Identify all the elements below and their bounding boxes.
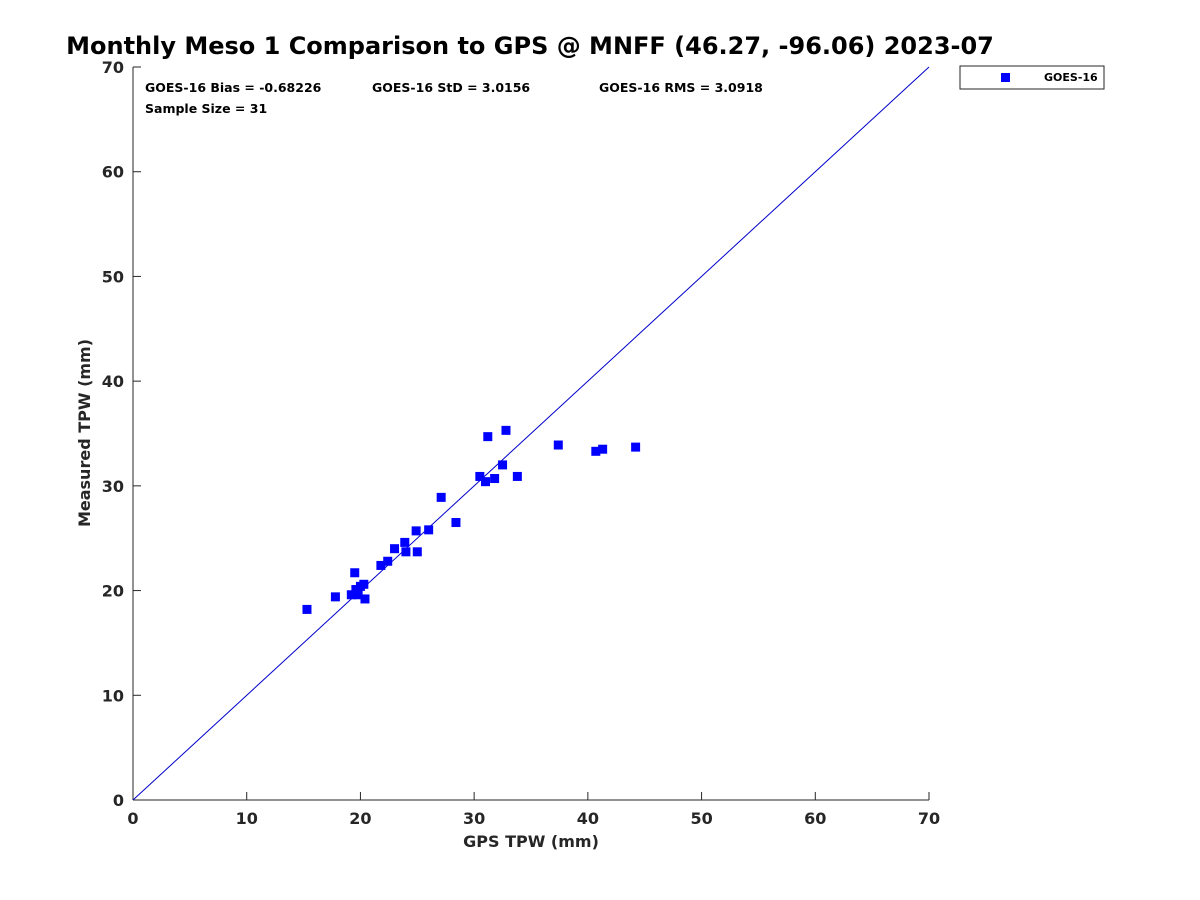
y-tick-label: 0 <box>113 791 124 810</box>
data-point <box>451 518 461 528</box>
y-tick-label: 30 <box>102 477 124 496</box>
sample-size-annotation: Sample Size = 31 <box>145 101 267 116</box>
y-tick-label: 70 <box>102 58 124 77</box>
rms-annotation: GOES-16 RMS = 3.0918 <box>599 80 763 95</box>
data-point <box>591 446 601 456</box>
data-point <box>360 594 370 604</box>
data-point <box>483 432 493 442</box>
x-tick-label: 30 <box>463 809 485 828</box>
x-tick-label: 40 <box>577 809 599 828</box>
data-point <box>353 590 363 600</box>
x-tick-label: 70 <box>918 809 940 828</box>
data-point <box>351 585 361 595</box>
y-axis-label: Measured TPW (mm) <box>75 339 94 527</box>
data-point <box>501 425 511 435</box>
one-to-one-reference-line <box>132 66 930 801</box>
x-tick-label: 20 <box>349 809 371 828</box>
x-tick-label: 10 <box>236 809 258 828</box>
data-point <box>400 537 410 547</box>
data-point <box>383 556 393 566</box>
std-annotation: GOES-16 StD = 3.0156 <box>372 80 530 95</box>
data-point <box>359 579 369 589</box>
legend-box <box>959 65 1105 90</box>
x-axis-ticks: 0 10 20 30 40 50 60 70 <box>127 792 940 828</box>
x-tick-label: 0 <box>127 809 138 828</box>
data-point <box>302 604 312 614</box>
data-point <box>376 560 386 570</box>
data-point <box>498 460 508 470</box>
data-point <box>512 471 522 481</box>
data-points <box>302 425 641 614</box>
data-point <box>401 547 411 557</box>
data-point <box>411 526 421 536</box>
plot-area <box>132 67 929 801</box>
y-tick-label: 40 <box>102 372 124 391</box>
data-point <box>598 444 608 454</box>
x-axis-label: GPS TPW (mm) <box>463 832 599 851</box>
data-point <box>424 525 434 535</box>
data-point <box>350 568 360 578</box>
legend-marker-square <box>1001 73 1010 82</box>
legend-label: GOES-16 <box>1044 71 1098 84</box>
y-tick-label: 10 <box>102 686 124 705</box>
data-point <box>412 547 422 557</box>
y-tick-label: 50 <box>102 267 124 286</box>
data-point <box>330 592 340 602</box>
chart-title: Monthly Meso 1 Comparison to GPS @ MNFF … <box>66 32 994 60</box>
data-point <box>481 477 491 487</box>
x-tick-label: 50 <box>690 809 712 828</box>
data-point <box>346 590 356 600</box>
y-axis-ticks: 0 10 20 30 40 50 60 70 <box>102 58 141 810</box>
data-point <box>390 544 400 554</box>
data-point <box>475 471 485 481</box>
data-point <box>553 440 563 450</box>
legend: GOES-16 <box>959 65 1105 90</box>
data-point <box>490 474 500 484</box>
x-tick-label: 60 <box>804 809 826 828</box>
data-point <box>631 442 641 452</box>
y-tick-label: 20 <box>102 582 124 601</box>
y-tick-label: 60 <box>102 163 124 182</box>
data-point <box>436 492 446 502</box>
bias-annotation: GOES-16 Bias = -0.68226 <box>145 80 322 95</box>
